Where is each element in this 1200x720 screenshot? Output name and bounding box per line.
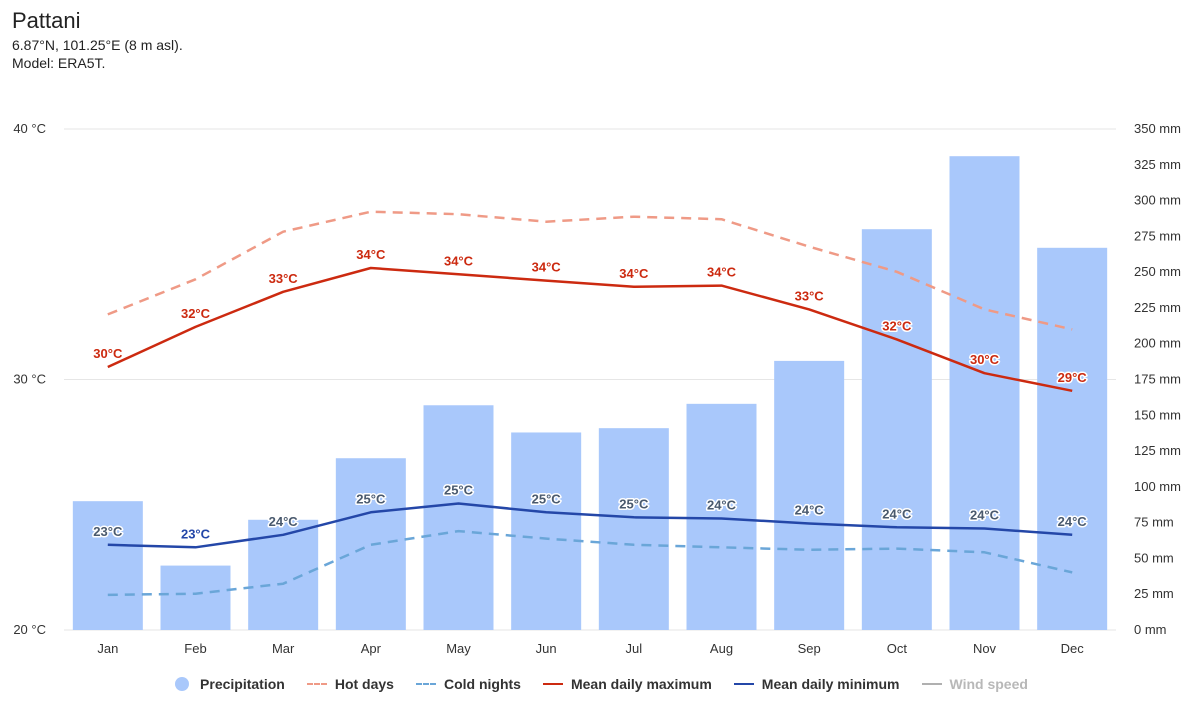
legend-label: Hot days [334, 676, 394, 692]
legend-line-icon [415, 677, 436, 691]
location-coordinates: 6.87°N, 101.25°E (8 m asl). [12, 37, 183, 53]
mean-max-data-label: 29°C [1058, 370, 1088, 385]
y-right-tick-label: 200 mm [1134, 336, 1181, 351]
legend-line-icon [306, 677, 327, 691]
legend-label: Mean daily minimum [761, 676, 900, 692]
y-right-tick-label: 250 mm [1134, 264, 1181, 279]
precipitation-bar [423, 405, 494, 630]
legend-item-mean-daily-maximum[interactable]: Mean daily maximum [542, 676, 712, 692]
legend-line-icon [542, 677, 563, 691]
legend-line-icon [733, 677, 754, 691]
legend-item-precipitation[interactable]: Precipitation [172, 676, 285, 692]
y-right-tick-label: 325 mm [1134, 157, 1181, 172]
mean-min-data-label: 25°C [532, 491, 562, 506]
precipitation-bar [160, 565, 231, 630]
mean-max-data-label: 33°C [795, 288, 825, 303]
mean-min-data-label: 24°C [882, 506, 912, 521]
mean-max-data-label: 34°C [356, 247, 386, 262]
mean-min-data-label: 24°C [269, 514, 299, 529]
y-right-tick-label: 75 mm [1134, 515, 1174, 530]
precipitation-bar [598, 428, 669, 630]
chart-legend: Precipitation Hot days Cold nights Mean dai… [0, 676, 1200, 692]
mean-min-data-label: 24°C [970, 508, 1000, 523]
mean-min-line [107, 502, 1073, 549]
mean-max-data-label: 30°C [93, 346, 123, 361]
mean-max-data-label: 32°C [882, 318, 912, 333]
legend-label: Precipitation [200, 676, 285, 692]
legend-label: Cold nights [443, 676, 521, 692]
grid-lines [64, 128, 1116, 631]
precipitation-bar [72, 501, 143, 630]
legend-line-icon [921, 677, 942, 691]
x-tick-label: Dec [1061, 641, 1085, 656]
mean-min-data-label: 24°C [707, 498, 737, 513]
y-right-tick-label: 125 mm [1134, 443, 1181, 458]
legend-item-wind-speed[interactable]: Wind speed [921, 676, 1028, 692]
y-left-tick-label: 20 °C [13, 622, 46, 637]
precipitation-bar [949, 156, 1020, 630]
cold-nights-line [107, 529, 1073, 597]
y-left-tick-label: 40 °C [13, 121, 46, 136]
mean-min-data-label: 25°C [619, 496, 649, 511]
y-left-tick-label: 30 °C [13, 372, 46, 387]
precipitation-bar [335, 458, 406, 630]
y-right-tick-label: 0 mm [1134, 622, 1167, 637]
legend-dot-icon [172, 677, 192, 691]
legend-item-cold-nights[interactable]: Cold nights [415, 676, 521, 692]
temperature-lines [107, 210, 1073, 597]
mean-max-data-label: 34°C [532, 260, 562, 275]
mean-max-data-label: 32°C [181, 306, 211, 321]
y-right-tick-label: 100 mm [1134, 479, 1181, 494]
legend-item-mean-daily-minimum[interactable]: Mean daily minimum [733, 676, 900, 692]
precipitation-bar [248, 519, 319, 630]
mean-min-data-label: 23°C [93, 524, 123, 539]
mean-min-data-label: 24°C [1058, 514, 1088, 529]
x-tick-label: Oct [887, 641, 908, 656]
precipitation-bar [861, 229, 932, 630]
mean-max-data-label: 34°C [707, 265, 737, 280]
mean-max-data-label: 33°C [269, 271, 299, 286]
chart-plot: 30°C 32°C 33°C 34°C 34°C 34°C 34°C 34°C 33°C 32°C… [13, 121, 1181, 656]
x-tick-label: Jul [626, 641, 643, 656]
x-tick-label: Aug [710, 641, 733, 656]
precipitation-bars [72, 156, 1108, 630]
axes: 20 °C 30 °C 40 °C 0 mm 25 mm 50 mm 75 mm 100 mm… [13, 121, 1181, 656]
mean-min-data-label: 25°C [444, 482, 474, 497]
hot-days-line [107, 210, 1073, 331]
y-right-tick-label: 25 mm [1134, 586, 1174, 601]
legend-label: Mean daily maximum [570, 676, 712, 692]
y-right-tick-label: 275 mm [1134, 228, 1181, 243]
precipitation-bar [1037, 247, 1108, 630]
precipitation-bar [511, 432, 582, 630]
x-tick-label: Mar [272, 641, 295, 656]
y-right-tick-label: 350 mm [1134, 121, 1181, 136]
legend-label: Wind speed [949, 676, 1028, 692]
mean-max-data-label: 34°C [619, 266, 649, 281]
x-tick-label: Apr [361, 641, 382, 656]
x-tick-label: Feb [184, 641, 206, 656]
y-right-tick-label: 225 mm [1134, 300, 1181, 315]
y-right-tick-label: 175 mm [1134, 372, 1181, 387]
data-labels: 30°C 32°C 33°C 34°C 34°C 34°C 34°C 34°C 33°C 32°C… [92, 246, 1089, 543]
y-right-tick-label: 300 mm [1134, 193, 1181, 208]
mean-max-data-label: 30°C [970, 352, 1000, 367]
mean-max-data-label: 34°C [444, 253, 474, 268]
model-label: Model: ERA5T. [12, 55, 106, 71]
mean-min-data-label: 23°C [181, 526, 211, 541]
mean-max-line [107, 266, 1073, 393]
x-tick-label: Sep [798, 641, 821, 656]
x-tick-label: Jun [536, 641, 557, 656]
y-right-tick-label: 150 mm [1134, 407, 1181, 422]
mean-min-data-label: 24°C [795, 503, 825, 518]
y-right-tick-label: 50 mm [1134, 550, 1174, 565]
x-tick-label: Nov [973, 641, 997, 656]
precipitation-bar [686, 403, 757, 630]
x-tick-label: May [446, 641, 471, 656]
precipitation-bar [774, 360, 845, 630]
x-tick-label: Jan [97, 641, 118, 656]
mean-min-data-label: 25°C [356, 491, 386, 506]
chart-title: Pattani [12, 8, 81, 33]
legend-item-hot-days[interactable]: Hot days [306, 676, 394, 692]
